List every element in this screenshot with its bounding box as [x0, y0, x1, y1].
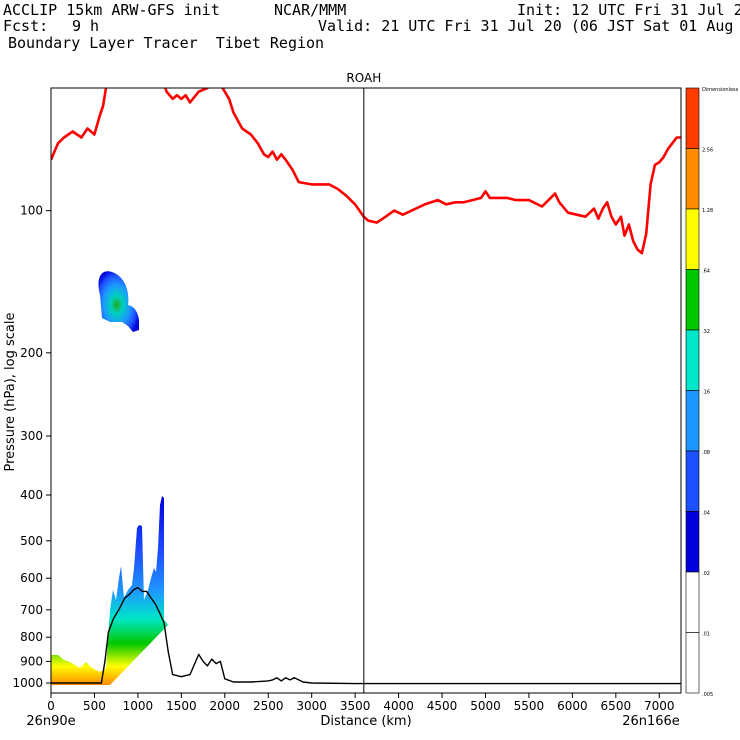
colorbar-label: Dimensionless [702, 87, 739, 93]
x-tick-label: 6000 [557, 699, 588, 713]
roah-marker-label: ROAH [346, 71, 381, 85]
colorbar-label: .005 [702, 692, 713, 698]
y-tick-label: 100 [20, 204, 43, 218]
x-tick-label: 5000 [470, 699, 501, 713]
header-subtitle: Boundary Layer Tracer Tibet Region [8, 34, 325, 52]
x-tick-label: 4000 [383, 699, 414, 713]
colorbar-label: .01 [702, 632, 710, 638]
x-tick-label: 5500 [514, 699, 545, 713]
plot-frame [50, 87, 682, 694]
colorbar-swatch [685, 269, 700, 331]
x-tick-label: 2500 [253, 699, 284, 713]
x-right-endpoint-label: 26n166e [622, 714, 680, 729]
tropopause-line [51, 88, 681, 255]
header-init: Init: 12 UTC Fri 31 Jul 20 [517, 1, 740, 19]
colorbar-swatch [685, 571, 700, 633]
header-title: ACCLIP 15km ARW-GFS init [3, 1, 220, 19]
colorbar-swatch [685, 148, 700, 210]
x-tick-label: 6500 [601, 699, 632, 713]
colorbar-label: 2.56 [702, 148, 713, 154]
x-tick-label: 4500 [427, 699, 458, 713]
colorbar-swatch [685, 511, 700, 573]
x-tick-label: 0 [47, 699, 55, 713]
header-valid: Valid: 21 UTC Fri 31 Jul 20 (06 JST Sat … [318, 17, 740, 35]
y-tick-label: 900 [20, 654, 43, 668]
colorbar: Dimensionless 2.56 1.28 .64 .32 .16 .08 .04 .02.… [685, 87, 739, 698]
tracer-boundary-layer [51, 496, 168, 685]
y-tick-label: 200 [20, 346, 43, 360]
y-tick-label: 500 [20, 534, 43, 548]
x-tick-label: 3000 [296, 699, 327, 713]
x-axis: 0 500 1000 1500 2000 2500 3000 3500 4000 4500 5000… [47, 693, 675, 713]
tracer-upper-plume [98, 271, 139, 332]
x-axis-title: Distance (km) [320, 714, 411, 729]
y-tick-label: 400 [20, 488, 43, 502]
header-fcst-label: Fcst: [3, 17, 49, 35]
x-tick-label: 2000 [210, 699, 241, 713]
colorbar-swatch [685, 632, 700, 694]
header-agency: NCAR/MMM [274, 1, 347, 19]
y-tick-label: 800 [20, 630, 43, 644]
colorbar-swatch [685, 450, 700, 512]
y-tick-label: 600 [20, 571, 43, 585]
x-tick-label: 7000 [644, 699, 675, 713]
tracer-fill [51, 271, 168, 685]
colorbar-label: .02 [702, 571, 710, 577]
x-tick-label: 1000 [123, 699, 154, 713]
terrain-line [51, 586, 681, 685]
colorbar-swatch [685, 87, 700, 149]
colorbar-swatch [685, 390, 700, 452]
y-tick-label: 1000 [12, 676, 43, 690]
y-axis-title: Pressure (hPa), log scale [3, 313, 18, 472]
series-layer [51, 88, 681, 685]
colorbar-label: 1.28 [702, 208, 713, 214]
x-tick-label: 500 [83, 699, 106, 713]
x-tick-label: 3500 [340, 699, 371, 713]
header-fcst-value: 9 h [72, 17, 100, 35]
colorbar-label: .08 [702, 450, 710, 456]
colorbar-label: .04 [702, 511, 710, 517]
y-axis: 100 200 300 400 500 600 700 800 900 1000 [12, 204, 51, 690]
colorbar-swatch [685, 208, 700, 270]
x-left-endpoint-label: 26n90e [26, 714, 75, 729]
colorbar-label: .32 [702, 329, 710, 335]
x-tick-label: 1500 [166, 699, 197, 713]
colorbar-swatch [685, 329, 700, 391]
y-tick-label: 700 [20, 603, 43, 617]
colorbar-label: .64 [702, 269, 710, 275]
colorbar-label: .16 [702, 390, 710, 396]
y-tick-label: 300 [20, 429, 43, 443]
